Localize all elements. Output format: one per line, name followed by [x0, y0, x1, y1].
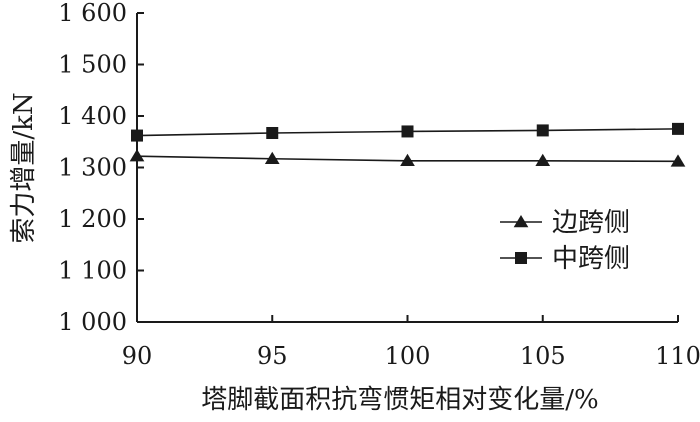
y-tick-label: 1 500 — [58, 51, 127, 79]
x-axis-title: 塔脚截面积抗弯惯矩相对变化量/% — [201, 385, 598, 415]
y-tick-label: 1 300 — [58, 154, 127, 182]
data-point-triangle — [535, 153, 551, 167]
x-tick-label: 100 — [385, 342, 431, 370]
data-point-square — [401, 125, 414, 138]
data-point-triangle — [129, 149, 145, 162]
y-tick-label: 1 200 — [58, 205, 127, 233]
legend-marker-triangle — [513, 215, 529, 228]
data-point-square — [536, 124, 549, 137]
legend-label: 边跨侧 — [552, 208, 630, 238]
data-point-triangle — [264, 151, 280, 164]
data-point-square — [131, 129, 143, 142]
x-tick-label: 105 — [520, 342, 566, 370]
y-tick-label: 1 000 — [58, 308, 127, 336]
y-axis-ticks: 1 000 1 100 1 200 1 300 1 400 1 500 1 600 — [58, 0, 144, 336]
series-lines — [129, 122, 686, 167]
y-tick-label: 1 600 — [58, 0, 127, 27]
legend-label: 中跨侧 — [552, 244, 630, 274]
data-point-triangle — [670, 154, 686, 167]
y-tick-label: 1 400 — [58, 102, 127, 130]
x-axis-ticks: 90 95 100 105 110 — [122, 315, 700, 370]
data-point-square — [266, 126, 279, 139]
legend-marker-square — [515, 252, 527, 264]
y-axis-title: 索力增量/kN — [9, 92, 39, 243]
data-point-square — [672, 122, 684, 135]
x-tick-label: 95 — [257, 342, 288, 370]
data-point-triangle — [400, 153, 415, 167]
axes — [136, 13, 678, 323]
x-tick-label: 110 — [655, 342, 700, 370]
x-tick-label: 90 — [122, 342, 153, 370]
y-tick-label: 1 100 — [58, 257, 127, 285]
